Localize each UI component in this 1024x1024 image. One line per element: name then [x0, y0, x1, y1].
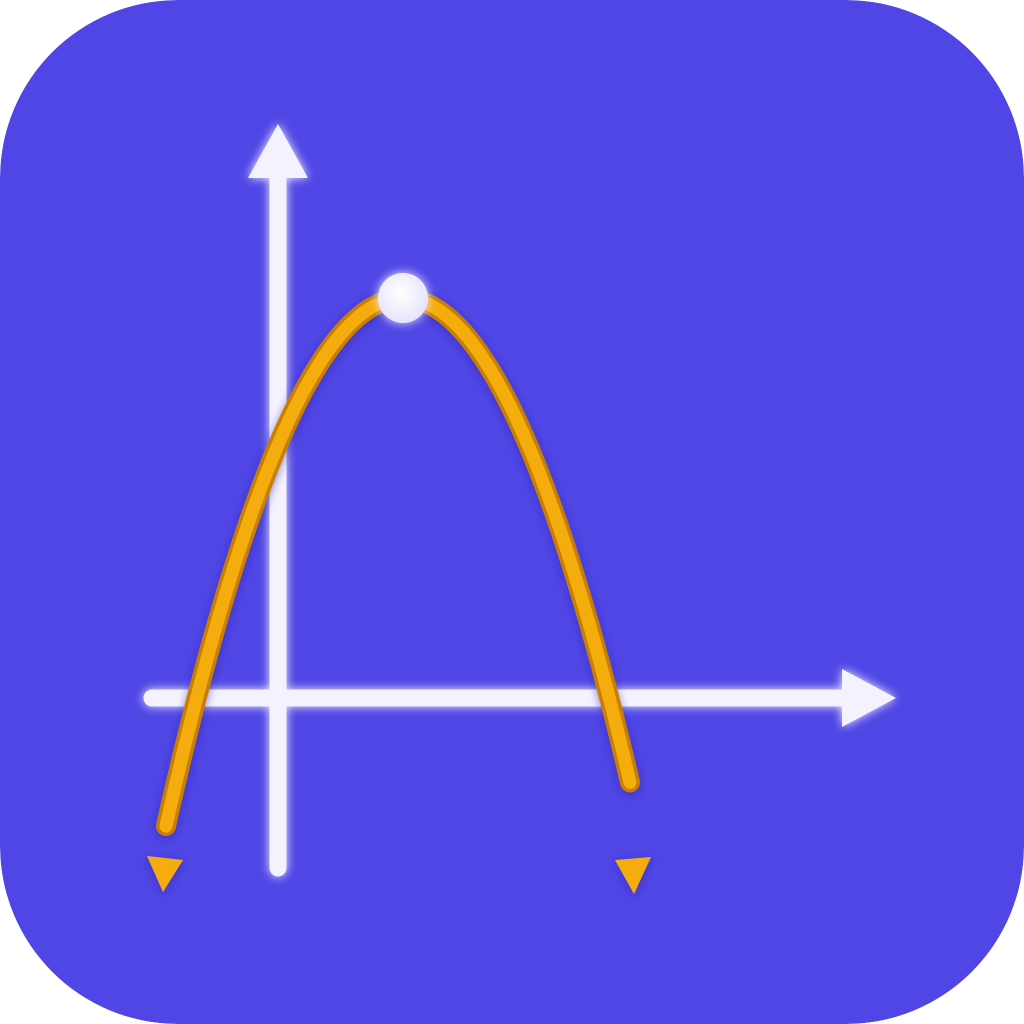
- x-axis: [143, 669, 896, 727]
- y-axis-arrow-icon: [248, 124, 308, 178]
- y-axis: [248, 124, 308, 877]
- x-axis-arrow-icon: [842, 669, 896, 727]
- curve-arrow-right-icon: [615, 857, 651, 894]
- vertex-point: [378, 273, 428, 323]
- curve-arrow-left-icon: [147, 856, 183, 892]
